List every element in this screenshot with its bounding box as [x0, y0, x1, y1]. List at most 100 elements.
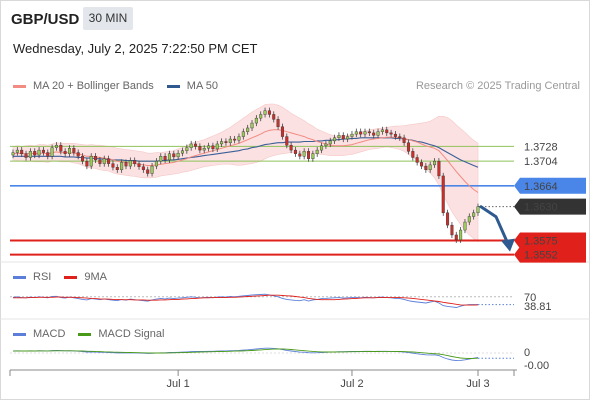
candle-body: [146, 169, 150, 174]
main-legend: MA 20 + Bollinger Bands MA 50: [13, 80, 218, 92]
candle-body: [254, 117, 258, 124]
x-tick-label: Jul 2: [340, 378, 363, 390]
level-tag-support: [514, 232, 586, 249]
candle-body: [189, 143, 193, 148]
candle-body: [76, 152, 80, 157]
candle-body: [467, 216, 471, 223]
candle-body: [341, 135, 345, 140]
candle-body: [141, 166, 145, 170]
macd-signal-line: [13, 348, 479, 359]
candle-body: [441, 175, 445, 214]
candle-body: [472, 212, 476, 217]
candle-body: [50, 147, 54, 157]
legend-ma20-label: MA 20 + Bollinger Bands: [33, 80, 154, 92]
candle-body: [398, 136, 402, 139]
candle-body: [311, 153, 315, 159]
level-tag-pivot: [514, 177, 586, 194]
candle-body: [46, 152, 50, 157]
candle-body: [102, 158, 106, 164]
candle-body: [411, 151, 415, 158]
candle-body: [476, 206, 480, 214]
candle-body: [215, 143, 219, 150]
candle-body: [224, 141, 228, 143]
candle-body: [72, 148, 76, 153]
candle-body: [241, 131, 245, 137]
candle-body: [37, 149, 41, 156]
macd-swatch: [13, 332, 26, 336]
interval-button[interactable]: 30 MIN: [83, 7, 133, 30]
candle-body: [202, 148, 206, 151]
candle-body: [59, 144, 63, 152]
candle-body: [293, 149, 297, 154]
level-label-current: 1.3630: [524, 202, 558, 214]
rsi-swatch: [13, 275, 26, 279]
candle-body: [20, 149, 24, 154]
candle-body: [233, 138, 237, 141]
candle-body: [285, 136, 289, 146]
copyright-text: Research © 2025 Trading Central: [415, 80, 580, 92]
candle-body: [133, 160, 137, 164]
candle-body: [424, 165, 428, 170]
legend-macd-signal-label: MACD Signal: [98, 328, 165, 340]
candle-body: [363, 131, 367, 135]
ma50-swatch: [166, 84, 180, 88]
datetime-label: Wednesday, July 2, 2025 7:22:50 PM CET: [13, 41, 258, 56]
candle-body: [163, 156, 167, 161]
candle-body: [250, 122, 254, 129]
x-tick-label: Jul 1: [167, 378, 190, 390]
rsi-legend: RSI 9MA: [13, 271, 107, 283]
macd-last-value: -0.00: [524, 360, 549, 372]
candle-body: [67, 148, 71, 154]
candle-body: [389, 132, 393, 135]
candle-body: [137, 163, 141, 167]
candle-body: [437, 160, 441, 177]
candle-body: [463, 221, 467, 231]
level-label-support: 1.3552: [524, 250, 558, 262]
candle-body: [15, 149, 19, 153]
candle-body: [237, 136, 241, 141]
forecast-arrow-head: [501, 238, 515, 252]
rsi-ma9-line: [13, 294, 479, 306]
candle-body: [393, 133, 397, 137]
level-tag-support: [514, 246, 586, 263]
candle-body: [367, 131, 371, 134]
candle-body: [207, 145, 211, 149]
macd-line: [12, 347, 479, 362]
rsi-line: [12, 293, 478, 308]
candle-body: [324, 143, 328, 146]
candle-body: [154, 160, 158, 167]
candle-body: [246, 127, 250, 132]
legend-rsi-label: RSI: [33, 271, 52, 283]
candle-body: [459, 229, 463, 241]
candle-body: [194, 143, 198, 147]
candle-body: [85, 160, 89, 167]
candle-body: [320, 145, 324, 151]
candle-body: [428, 164, 432, 170]
candle-body: [259, 114, 263, 119]
candle-body: [372, 132, 376, 136]
candle-body: [276, 119, 280, 127]
candle-body: [150, 165, 154, 174]
candle-body: [89, 156, 93, 167]
level-label-resistance: 1.3728: [524, 141, 558, 153]
candle-body: [180, 150, 184, 154]
candle-body: [54, 144, 58, 148]
macd-legend: MACD MACD Signal: [13, 328, 164, 340]
candle-body: [359, 131, 363, 135]
candle-body: [33, 151, 37, 156]
candle-body: [420, 162, 424, 167]
forecast-arrow: [479, 205, 509, 244]
candle-body: [415, 157, 419, 163]
candle-body: [333, 137, 337, 142]
candle-body: [94, 156, 98, 161]
candle-body: [167, 153, 171, 161]
candle-body: [298, 153, 302, 157]
candle-body: [433, 160, 437, 166]
candle-body: [111, 163, 115, 168]
candle-body: [289, 144, 293, 151]
rsi-70-label: 70: [524, 292, 536, 304]
candle-body: [267, 110, 271, 115]
candle-body: [402, 137, 406, 143]
candle-body: [385, 129, 389, 134]
